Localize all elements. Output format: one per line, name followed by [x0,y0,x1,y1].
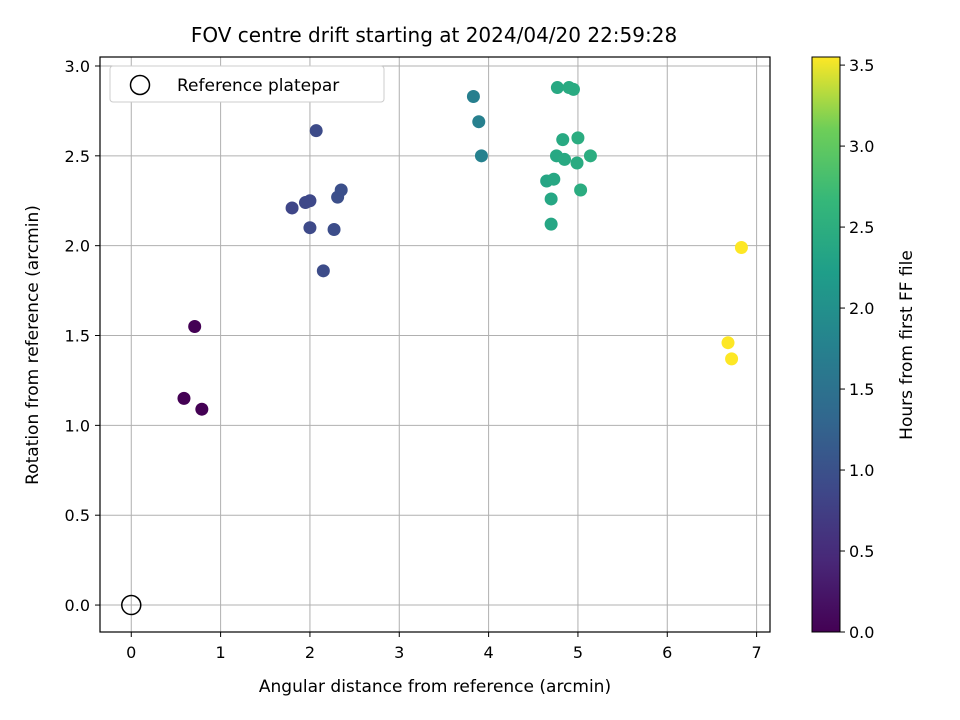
y-tick-label: 3.0 [65,57,90,76]
data-point [466,90,480,104]
data-point [725,352,739,366]
y-axis-label: Rotation from reference (arcmin) [23,205,43,485]
colorbar-gradient [811,56,841,633]
data-point [544,217,558,231]
data-point [285,201,299,215]
y-axis-ticks: 0.0 0.5 1.0 1.5 2.0 2.5 3.0 [65,57,100,615]
grid-lines [100,57,770,632]
data-point [334,183,348,197]
chart-title: FOV centre drift starting at 2024/04/20 … [191,23,677,47]
x-tick-label: 2 [305,643,315,662]
colorbar-tick-label: 2.0 [849,299,874,318]
data-point [303,221,317,235]
y-tick-label: 1.5 [65,327,90,346]
data-point [574,183,588,197]
data-point [556,133,570,147]
x-tick-label: 0 [126,643,136,662]
data-point [309,124,323,138]
legend-entry-reference: Reference platepar [177,76,339,96]
data-point [327,223,341,236]
plot-frame [99,56,771,633]
y-tick-label: 1.0 [65,416,90,435]
colorbar-tick-label: 3.5 [849,56,874,75]
reference-point-marker [121,594,142,616]
data-point [472,115,486,129]
data-point [566,82,580,96]
x-tick-label: 7 [752,643,762,662]
y-tick-label: 0.5 [65,506,90,525]
colorbar-tick-label: 2.5 [849,218,874,237]
legend: Reference platepar [109,65,385,103]
x-tick-label: 6 [662,643,672,662]
data-point [316,264,330,278]
y-tick-label: 0.0 [65,596,90,615]
data-point [550,81,564,95]
x-tick-label: 1 [216,643,226,662]
data-point [558,152,572,166]
plot-background [100,57,770,632]
y-tick-label: 2.0 [65,237,90,256]
x-tick-label: 3 [394,643,404,662]
data-point [177,391,191,405]
x-axis-ticks: 0 1 2 3 4 5 6 7 [126,632,762,662]
legend-marker [129,74,151,96]
legend-box [109,65,385,103]
data-point [721,336,735,350]
colorbar-tick-label: 0.5 [849,542,874,561]
colorbar-tick-label: 1.5 [849,380,874,399]
data-point [570,156,584,170]
y-tick-label: 2.5 [65,147,90,166]
data-point [547,172,561,186]
x-tick-label: 5 [573,643,583,662]
data-point [734,240,748,254]
colorbar: 0.0 0.5 1.0 1.5 2.0 2.5 3.0 3.5 Hours from firs… [811,56,917,642]
x-axis-label: Angular distance from reference (arcmin) [259,677,611,697]
colorbar-tick-label: 0.0 [849,623,874,642]
colorbar-tick-label: 3.0 [849,137,874,156]
data-point [195,402,209,416]
colorbar-ticks: 0.0 0.5 1.0 1.5 2.0 2.5 3.0 3.5 [840,56,874,642]
data-point [583,149,597,163]
colorbar-tick-label: 1.0 [849,461,874,480]
x-tick-label: 4 [484,643,494,662]
data-point [571,131,585,145]
data-point [303,194,317,208]
colorbar-label: Hours from first FF file [897,250,917,440]
data-point [544,192,558,206]
data-point [188,320,202,334]
data-points [121,81,748,616]
data-point [474,149,488,163]
plot-area: 0 1 2 3 4 5 6 7 0.0 0.5 1.0 1.5 2.0 2.5 3.0 [65,56,771,662]
